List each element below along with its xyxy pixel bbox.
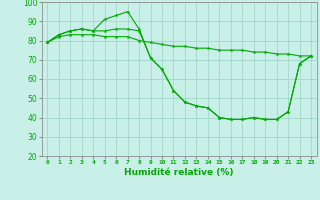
X-axis label: Humidité relative (%): Humidité relative (%)	[124, 168, 234, 177]
